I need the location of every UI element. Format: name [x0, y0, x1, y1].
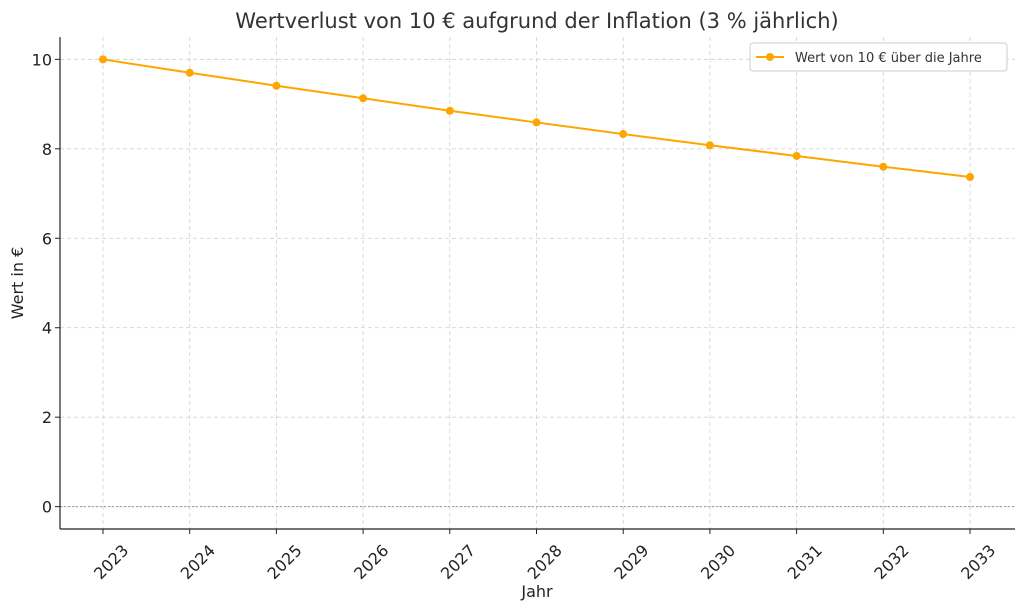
x-tick-label: 2027	[437, 541, 479, 583]
y-tick-label: 10	[32, 50, 52, 69]
x-axis-label: Jahr	[520, 582, 553, 601]
data-point	[619, 130, 628, 139]
grid-layer	[60, 37, 1015, 529]
data-point	[445, 106, 454, 115]
x-tick-label: 2030	[697, 541, 739, 583]
data-point	[272, 81, 281, 90]
x-tick-label: 2023	[90, 541, 132, 583]
data-point	[99, 55, 107, 64]
data-point	[185, 68, 194, 77]
chart-title: Wertverlust von 10 € aufgrund der Inflat…	[235, 9, 838, 33]
axes-layer	[59, 37, 1015, 530]
x-tick-label: 2024	[177, 541, 219, 583]
x-tick-label: 2031	[784, 541, 826, 583]
legend-box	[749, 42, 1008, 72]
y-axis-label: Wert in €	[8, 247, 27, 320]
data-point	[705, 141, 714, 150]
legend-label: Wert von 10 € über die Jahre	[795, 51, 982, 66]
y-tick-label: 0	[42, 498, 52, 517]
data-point	[966, 172, 974, 181]
y-tick-label: 2	[42, 408, 52, 427]
x-tick-label: 2033	[957, 541, 999, 583]
legend: Wert von 10 € über die Jahre	[749, 42, 1008, 72]
data-point	[879, 162, 888, 171]
x-tick-label: 2025	[263, 541, 305, 583]
x-tick-label: 2028	[524, 541, 566, 583]
y-tick-label: 6	[42, 229, 52, 248]
data-point	[532, 118, 541, 127]
x-tick-label: 2029	[610, 541, 652, 583]
x-tick-label: 2026	[350, 541, 392, 583]
series-layer	[99, 55, 974, 181]
y-tick-label: 8	[42, 140, 52, 159]
data-point	[792, 151, 801, 160]
legend-marker-swatch	[766, 53, 774, 61]
x-tick-label: 2032	[870, 541, 912, 583]
y-tick-label: 4	[42, 319, 52, 338]
data-point	[359, 94, 368, 103]
ticks-layer: 2023 2024 2025 2026 2027 2028 2029 2030 2031 2032…	[32, 50, 1000, 583]
